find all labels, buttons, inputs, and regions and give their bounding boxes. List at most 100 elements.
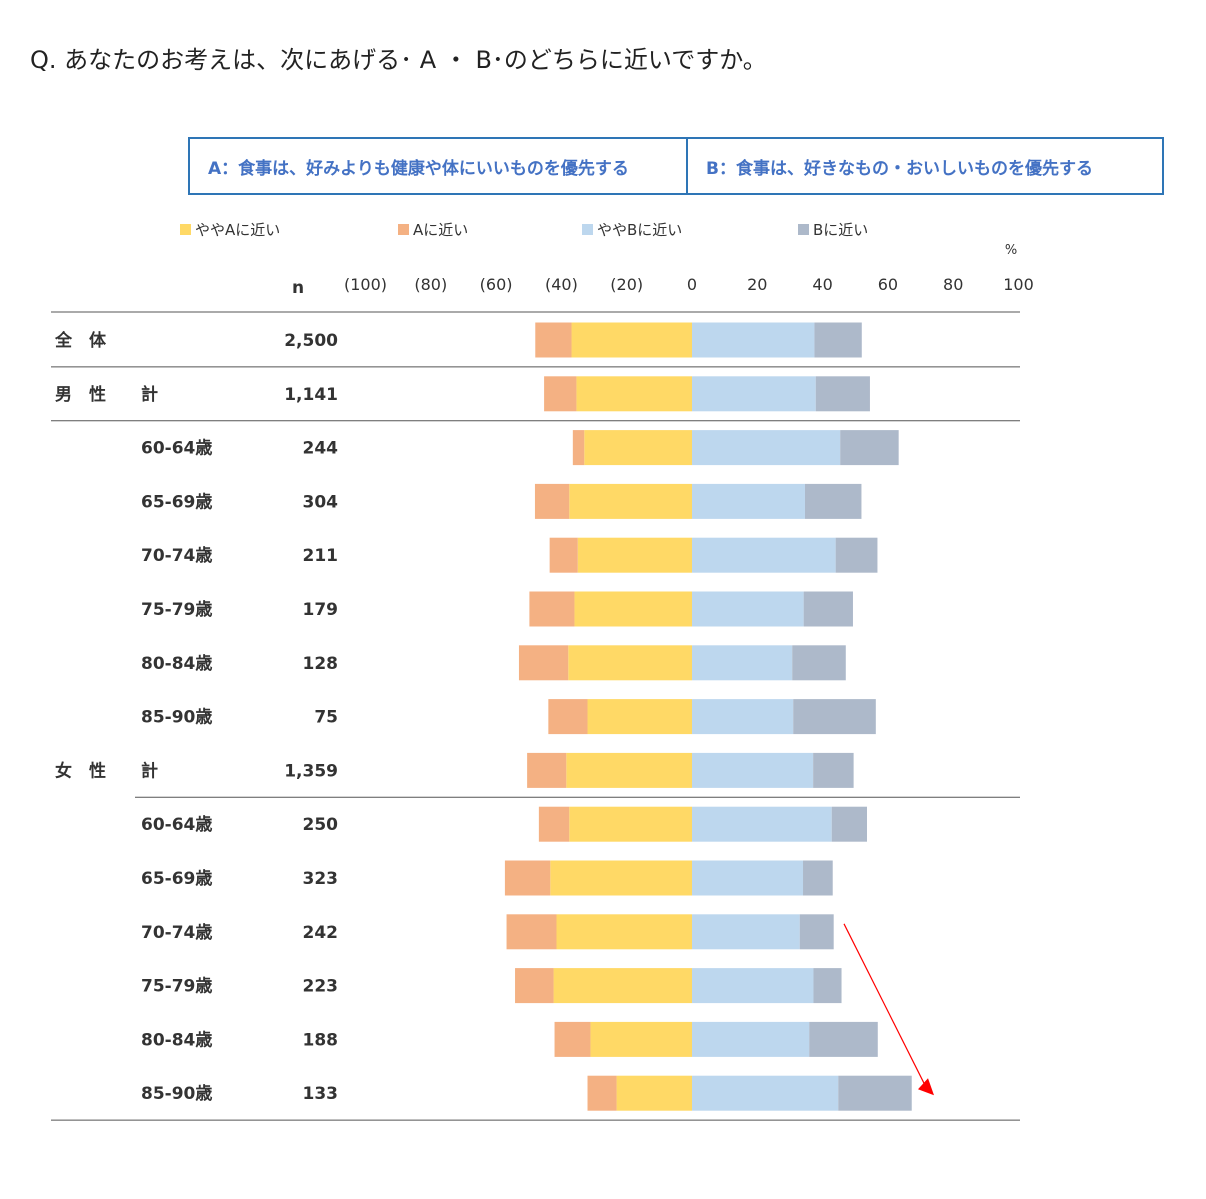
bar-yaya-a [569, 483, 692, 519]
choice-b-label: B：食事は、好きなもの・おいしいものを優先する [706, 158, 1093, 179]
bar-yaya-a [569, 806, 692, 842]
bar-a [515, 968, 554, 1004]
row-label: 75-79歳 [141, 599, 212, 620]
bar-yaya-a [550, 860, 692, 896]
bar-b [793, 699, 876, 735]
row-n-value: 133 [303, 1084, 339, 1104]
tick-label: 0 [687, 275, 697, 294]
tick-label: 100 [1003, 275, 1034, 294]
bar-b [838, 1075, 912, 1111]
tick-label: 60 [878, 275, 898, 294]
bar-yaya-a [576, 376, 692, 412]
bar-yaya-a [616, 1075, 692, 1111]
row-n-value: 211 [303, 546, 339, 566]
bar-yaya-a [577, 537, 692, 573]
legend-swatch-b [798, 224, 809, 235]
bar-a [529, 591, 575, 627]
bar-a [504, 860, 551, 896]
row-n-value: 242 [303, 923, 339, 943]
bar-yaya-b [692, 1021, 810, 1057]
row-label: 計 [141, 384, 158, 405]
legend-label-yaya-a: ややAに近い [195, 221, 281, 239]
bar-yaya-b [692, 860, 804, 896]
row-n-value: 2,500 [284, 331, 338, 351]
bar-yaya-b [692, 430, 841, 466]
row-n-value: 223 [303, 977, 339, 997]
row-n-value: 188 [303, 1030, 339, 1050]
bar-yaya-b [692, 645, 793, 681]
legend-item-yaya-b: ややBに近い [582, 219, 682, 240]
row-label: 65-69歳 [141, 491, 212, 512]
bar-yaya-b [692, 591, 804, 627]
bar-yaya-a [574, 591, 692, 627]
choice-a-label: A：食事は、好みよりも健康や体にいいものを優先する [190, 139, 688, 193]
legend-swatch-yaya-a [180, 224, 191, 235]
bar-b [831, 806, 868, 842]
question-text: Q. あなたのお考えは、次にあげる･ A ・ B･のどちらに近いですか。 [30, 46, 767, 74]
bar-a [587, 1075, 617, 1111]
row-n-value: 1,359 [284, 761, 338, 781]
tick-label: (80) [414, 275, 447, 294]
bar-b [803, 860, 833, 896]
chart-legend: ややAに近い Aに近い ややBに近い Bに近い [0, 219, 1206, 243]
row-label: 85-90歳 [141, 1083, 212, 1104]
row-label: 65-69歳 [141, 868, 212, 889]
bar-b [799, 914, 834, 950]
bar-yaya-a [566, 752, 692, 788]
legend-swatch-a [398, 224, 409, 235]
bar-b [813, 968, 842, 1004]
bar-b [804, 483, 862, 519]
unit-label: % [1005, 243, 1017, 258]
bar-yaya-a [571, 322, 692, 358]
row-group-label: 全 体 [54, 330, 107, 351]
bar-b [792, 645, 846, 681]
tick-label: (40) [545, 275, 578, 294]
row-label: 70-74歳 [141, 922, 212, 943]
bar-a [518, 645, 569, 681]
bar-yaya-b [692, 968, 814, 1004]
row-n-value: 304 [303, 492, 339, 512]
bar-yaya-b [692, 914, 800, 950]
row-label: 計 [141, 760, 158, 781]
row-group-label: 女 性 [55, 760, 106, 781]
bar-b [835, 537, 878, 573]
annotation-arrow-head [918, 1078, 934, 1096]
tick-label: (60) [480, 275, 513, 294]
annotation-arrow-line [843, 923, 927, 1088]
bar-yaya-b [692, 1075, 839, 1111]
legend-item-a: Aに近い [398, 219, 468, 240]
bar-b [815, 376, 870, 412]
row-label: 70-74歳 [141, 545, 212, 566]
bar-yaya-b [692, 699, 794, 735]
bar-yaya-b [692, 376, 816, 412]
bar-a [554, 1021, 591, 1057]
legend-label-a: Aに近い [413, 221, 469, 239]
row-label: 60-64歳 [141, 438, 212, 459]
tick-label: 40 [812, 275, 832, 294]
bar-yaya-a [584, 430, 692, 466]
bar-a [549, 537, 578, 573]
legend-label-yaya-b: ややBに近い [597, 221, 683, 239]
legend-label-b: Bに近い [813, 221, 869, 239]
row-n-value: 75 [314, 708, 338, 728]
row-n-value: 1,141 [284, 385, 338, 405]
bar-yaya-b [692, 806, 832, 842]
bar-a [535, 322, 572, 358]
row-n-value: 323 [303, 869, 339, 889]
legend-swatch-yaya-b [582, 224, 593, 235]
row-label: 85-90歳 [141, 707, 212, 728]
bar-yaya-a [590, 1021, 692, 1057]
row-n-value: 179 [303, 600, 339, 620]
bar-yaya-b [692, 537, 836, 573]
row-label: 75-79歳 [141, 976, 212, 997]
bar-yaya-b [692, 483, 805, 519]
legend-item-b: Bに近い [798, 219, 868, 240]
bar-b [840, 430, 899, 466]
tick-label: 20 [747, 275, 767, 294]
bar-yaya-b [692, 752, 814, 788]
bar-a [548, 699, 588, 735]
row-label: 80-84歳 [141, 1029, 212, 1050]
bar-a [538, 806, 570, 842]
bar-a [527, 752, 567, 788]
